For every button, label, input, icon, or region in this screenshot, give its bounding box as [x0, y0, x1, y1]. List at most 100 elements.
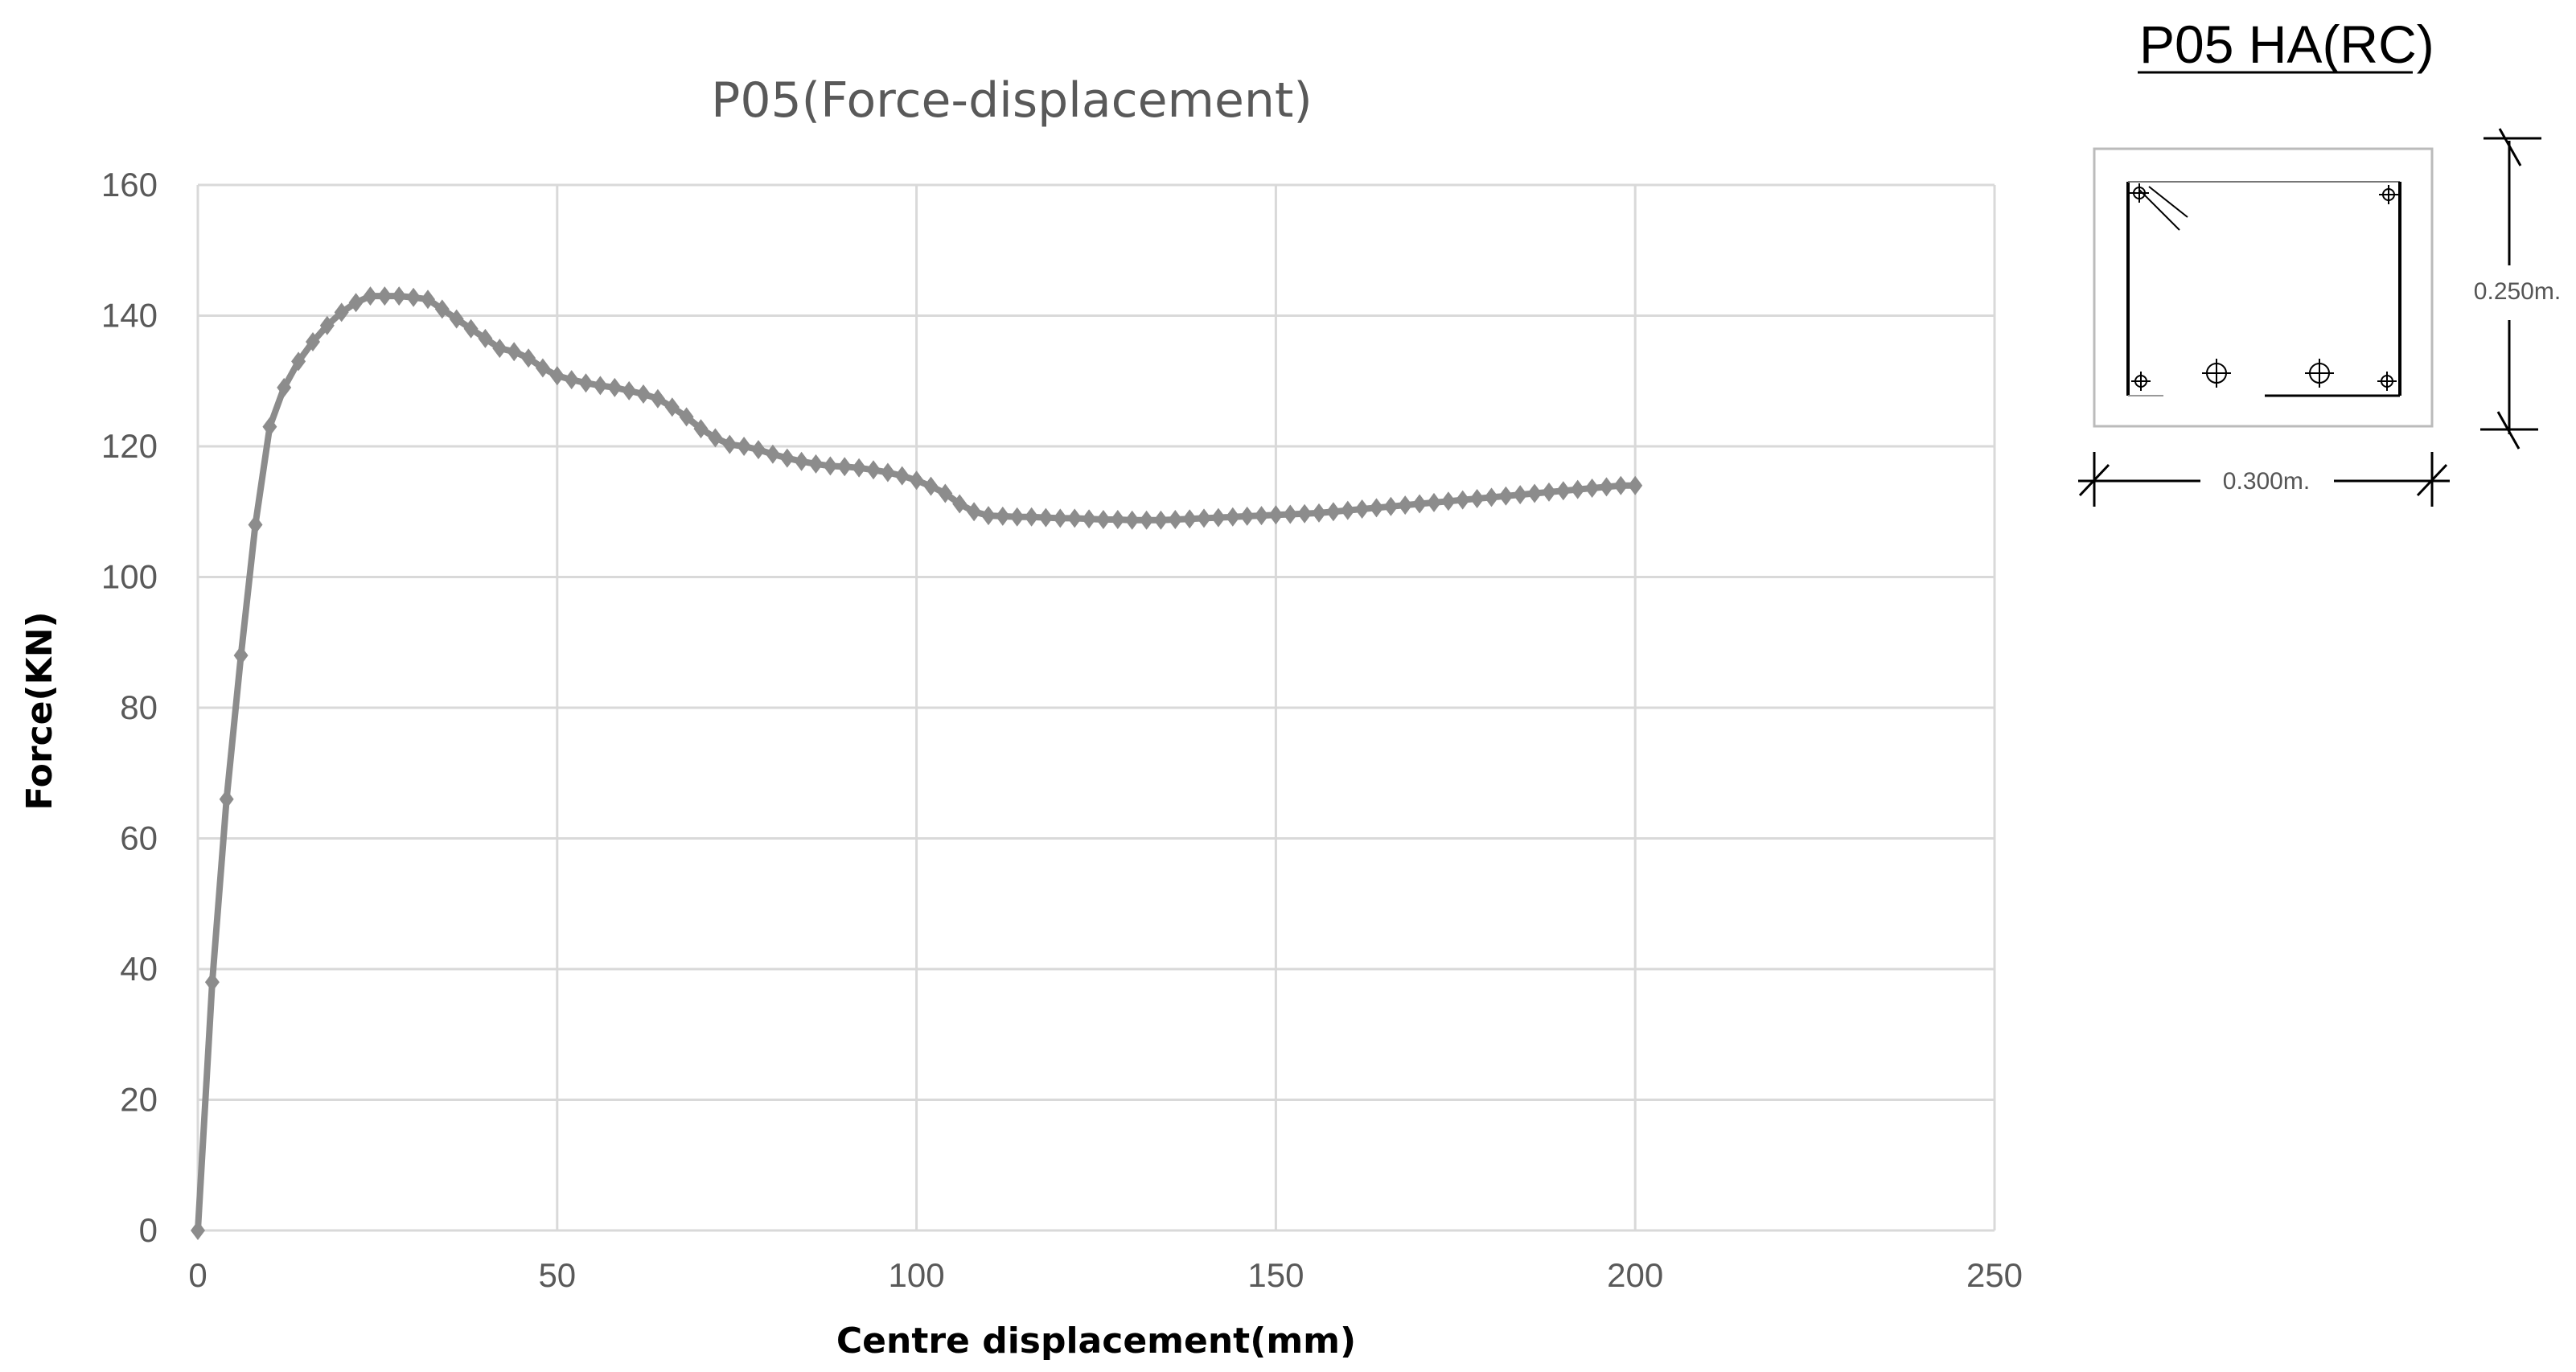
- section-title: P05 HA(RC): [2139, 14, 2434, 74]
- data-point-marker: [1469, 489, 1485, 508]
- y-tick-label: 0: [139, 1211, 158, 1249]
- data-point-marker: [1225, 507, 1240, 527]
- data-point-marker: [1239, 506, 1255, 526]
- x-axis-label: Centre displacement(mm): [836, 1321, 1356, 1362]
- data-point-marker: [1153, 510, 1169, 530]
- data-point-marker: [277, 377, 292, 397]
- data-point-marker: [894, 466, 910, 486]
- data-point-marker: [564, 370, 579, 390]
- x-tick-label: 100: [889, 1256, 945, 1294]
- data-point-marker: [995, 506, 1010, 526]
- data-point-marker: [392, 286, 407, 306]
- stirrup-hook-2: [2148, 186, 2188, 218]
- data-point-marker: [1527, 483, 1543, 503]
- data-point-marker: [1009, 507, 1025, 527]
- height-tick-top-slash: [2498, 128, 2522, 166]
- force-displacement-chart: P05(Force-displacement) 0 20 40 60 80 100 120 1…: [19, 72, 2023, 1362]
- data-point-marker: [1498, 486, 1514, 506]
- data-point-marker: [1110, 510, 1125, 529]
- data-point-marker: [808, 454, 824, 474]
- data-point-marker: [880, 462, 895, 483]
- data-point-marker: [449, 309, 464, 329]
- data-point-marker: [463, 318, 479, 339]
- data-point-marker: [507, 342, 522, 362]
- rebar-bottom-right-icon: [2377, 372, 2397, 391]
- data-point-marker: [722, 434, 737, 454]
- data-point-marker: [650, 388, 665, 409]
- x-axis-ticks: 0 50 100 150 200 250: [188, 1256, 2023, 1294]
- data-point-marker: [334, 302, 349, 322]
- data-point-marker: [1053, 508, 1068, 528]
- data-point-marker: [348, 293, 364, 313]
- data-point-marker: [1340, 500, 1355, 520]
- rebar-top-right-icon: [2379, 185, 2398, 204]
- y-tick-label: 100: [101, 558, 158, 596]
- data-point-marker: [1613, 475, 1629, 495]
- data-point-marker: [938, 483, 953, 503]
- data-point-marker: [1584, 479, 1600, 498]
- data-point-marker: [291, 351, 306, 372]
- x-tick-label: 200: [1607, 1256, 1663, 1294]
- data-point-marker: [1412, 494, 1428, 514]
- data-point-marker: [1513, 485, 1528, 505]
- x-tick-label: 50: [538, 1256, 576, 1294]
- data-point-marker: [1455, 490, 1470, 510]
- data-point-marker: [794, 451, 809, 471]
- data-point-marker: [852, 458, 867, 478]
- data-point-marker: [1542, 482, 1556, 502]
- data-point-marker: [1398, 495, 1413, 516]
- x-tick-label: 150: [1247, 1256, 1304, 1294]
- y-tick-label: 80: [120, 688, 158, 726]
- data-point-marker: [1095, 510, 1111, 529]
- width-tick-right-slash: [2416, 463, 2448, 497]
- data-point-marker: [262, 417, 277, 437]
- y-tick-label: 40: [120, 950, 158, 988]
- data-point-marker: [636, 384, 651, 404]
- data-point-marker: [1139, 510, 1154, 530]
- data-point-marker: [866, 460, 881, 480]
- x-tick-label: 250: [1966, 1256, 2023, 1294]
- rebar-bottom-mid1-icon: [2202, 359, 2231, 388]
- data-point-marker: [204, 972, 220, 992]
- stirrup-hook: [2138, 189, 2180, 231]
- data-point-marker: [693, 419, 709, 439]
- data-point-marker: [593, 376, 608, 396]
- data-point-marker: [549, 366, 565, 386]
- data-point-marker: [248, 515, 263, 535]
- data-point-marker: [1168, 510, 1183, 529]
- y-tick-label: 60: [120, 820, 158, 857]
- data-point-marker: [823, 456, 838, 476]
- data-point-marker: [233, 646, 249, 665]
- x-tick-label: 0: [188, 1256, 207, 1294]
- width-dimension-label: 0.300m.: [2223, 468, 2310, 495]
- height-tick-bottom-slash: [2496, 411, 2521, 450]
- data-point-marker: [521, 348, 536, 368]
- data-point-marker: [1182, 509, 1198, 529]
- y-tick-label: 140: [101, 297, 158, 335]
- data-point-marker: [952, 494, 968, 514]
- data-point-marker: [1312, 503, 1326, 523]
- data-point-marker: [421, 290, 435, 310]
- data-point-marker: [1570, 479, 1585, 499]
- series-markers: [191, 286, 1643, 1240]
- data-point-marker: [1369, 498, 1384, 518]
- data-point-marker: [1354, 499, 1370, 519]
- height-dimension-label: 0.250m.: [2474, 278, 2561, 305]
- data-point-marker: [306, 332, 320, 351]
- data-point-marker: [765, 444, 780, 464]
- data-point-marker: [1124, 510, 1140, 530]
- data-point-marker: [1082, 509, 1097, 529]
- data-point-marker: [1268, 505, 1284, 525]
- data-point-marker: [909, 470, 924, 491]
- data-point-marker: [1283, 504, 1298, 524]
- data-point-marker: [219, 789, 234, 809]
- rebar-bottom-mid2-icon: [2305, 359, 2334, 388]
- data-point-marker: [779, 448, 795, 468]
- y-tick-label: 160: [101, 166, 158, 203]
- cross-section-drawing: P05 HA(RC) 0.250m. 0.300m.: [2078, 14, 2561, 507]
- data-point-marker: [492, 339, 507, 359]
- data-point-marker: [1555, 481, 1571, 501]
- data-point-marker: [1067, 508, 1083, 528]
- data-point-marker: [1427, 492, 1441, 512]
- data-point-marker: [607, 377, 622, 397]
